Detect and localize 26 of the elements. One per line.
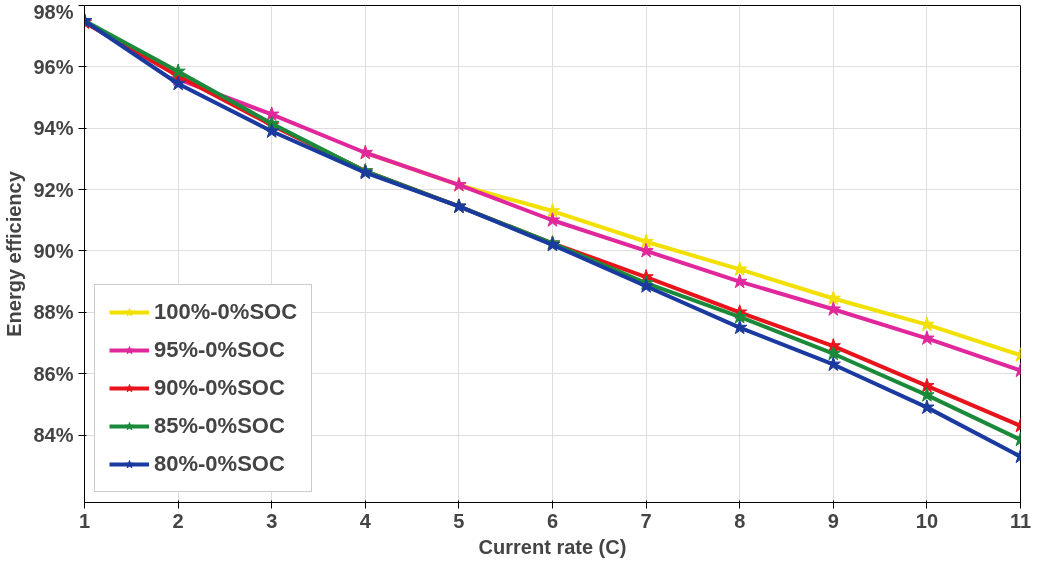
legend-label: 95%-0%SOC: [154, 337, 285, 363]
x-tick-label: 9: [827, 509, 839, 532]
x-tick-label: 4: [359, 509, 372, 532]
x-tick-label: 11: [1009, 509, 1032, 532]
legend-label: 80%-0%SOC: [154, 451, 285, 477]
x-axis-title: Current rate (C): [478, 535, 627, 558]
x-tick-label: 8: [734, 509, 746, 532]
x-tick-label: 6: [546, 509, 559, 532]
y-tick-label: 88%: [33, 301, 74, 324]
x-tick-label: 3: [266, 509, 278, 532]
x-tick-label: 1: [78, 509, 91, 532]
y-tick-label: 94%: [33, 117, 74, 140]
x-tick-label: 2: [172, 509, 184, 532]
y-axis-title: Energy efficiency: [3, 170, 26, 337]
x-tick-label: 10: [915, 509, 939, 532]
y-tick-label: 92%: [33, 178, 74, 201]
y-tick-label: 86%: [33, 362, 74, 385]
x-tick-label: 7: [640, 509, 652, 532]
legend-label: 100%-0%SOC: [154, 299, 298, 325]
y-tick-label: 84%: [33, 424, 74, 447]
y-tick-label: 98%: [33, 0, 74, 23]
legend-label: 90%-0%SOC: [154, 375, 285, 401]
y-tick-label: 90%: [33, 239, 74, 262]
x-tick-label: 5: [453, 509, 465, 532]
y-tick-label: 96%: [33, 55, 74, 78]
legend-label: 85%-0%SOC: [154, 413, 285, 439]
